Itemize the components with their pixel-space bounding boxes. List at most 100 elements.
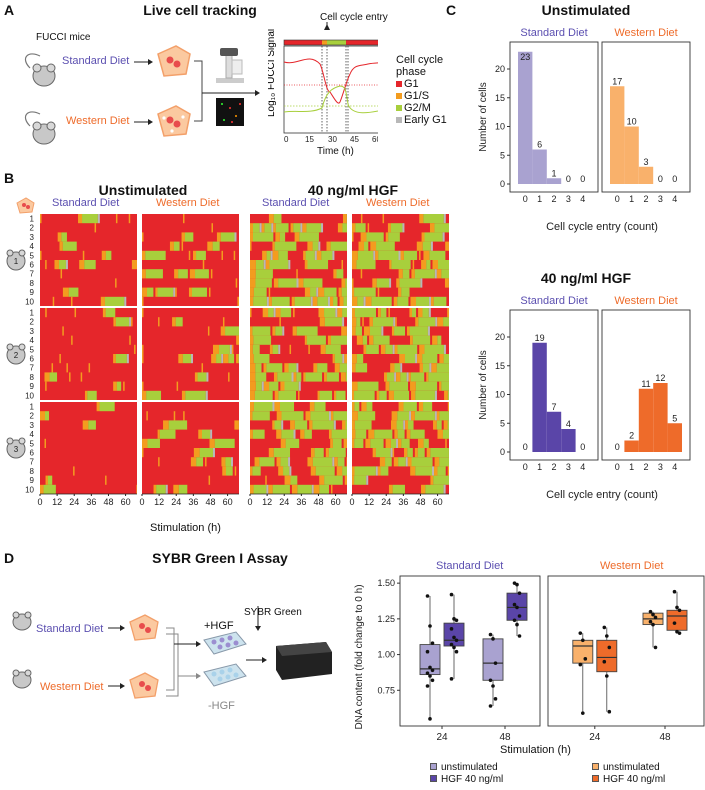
heatmap-segment-g2m <box>195 269 209 279</box>
heatmap-segment-g2m <box>324 287 337 297</box>
heatmap-segment-g2m <box>283 466 290 476</box>
heatmap-segment-g2m <box>354 475 367 485</box>
heatmap-segment-g1s <box>66 363 68 373</box>
heatmap-segment-g1s <box>131 317 133 327</box>
heatmap-segment-g1s <box>236 335 239 345</box>
heatmap-segment-early-g1 <box>288 260 291 270</box>
heatmap-xtick-label: 24 <box>69 497 79 507</box>
heatmap-segment-g2m <box>259 457 275 467</box>
heatmap-segment-early-g1 <box>434 269 437 279</box>
panel-c-letter: C <box>446 2 457 18</box>
heatmap-segment-g1s <box>223 354 229 364</box>
heatmap-segment-g1s <box>358 241 364 251</box>
heatmap-segment-g1s <box>352 438 355 448</box>
heatmap-segment-early-g1 <box>273 308 276 318</box>
heatmap-segment-g2m <box>436 363 449 373</box>
heatmap-segment-g1s <box>394 429 398 439</box>
heatmap-segment-g1s <box>235 278 238 288</box>
heatmap-segment-g2m <box>279 232 286 242</box>
heatmap-segment-g1s <box>439 354 444 364</box>
heatmap-segment-g2m <box>385 344 393 354</box>
heatmap-segment-g1s <box>310 466 316 476</box>
box-legend-wst: unstimulated HGF 40 ng/ml <box>592 762 665 786</box>
heatmap-segment-g2m <box>424 344 444 354</box>
heatmap-segment-g1s <box>142 354 144 364</box>
heatmap-xtick-label: 60 <box>223 497 233 507</box>
heatmap-segment-early-g1 <box>342 354 345 364</box>
boxplot-point <box>449 642 454 647</box>
heatmap-segment-g1s <box>334 390 337 400</box>
heatmap-segment-g1s <box>338 287 342 297</box>
heatmap-segment-g1s <box>360 214 363 224</box>
heatmap-segment-g1s <box>291 484 298 494</box>
heatmap-segment-g2m <box>184 232 194 242</box>
heatmap-segment-g1s <box>333 269 337 279</box>
heatmap-segment-g2m <box>354 402 360 412</box>
hist-bar-label: 0 <box>615 442 620 452</box>
heatmap-segment-g1s <box>268 214 274 224</box>
heatmap-segment-g1s <box>136 484 137 494</box>
heatmap-segment-g2m <box>371 296 392 306</box>
panel-d-standard-label: Standard Diet <box>36 623 104 635</box>
heatmap-segment-g1s <box>202 260 205 270</box>
heatmap-segment-g1s <box>231 344 234 354</box>
heatmap-segment-g1s <box>142 308 144 318</box>
heatmap-segment-g1s <box>313 484 320 494</box>
heatmap-segment-g2m <box>284 381 299 391</box>
heatmap-segment-g2m <box>334 354 343 364</box>
hist-xtick-label: 3 <box>566 194 571 204</box>
heatmap-segment-g1s <box>115 278 117 288</box>
heatmap-segment-early-g1 <box>429 363 432 373</box>
hepatocyte-icon <box>16 197 35 214</box>
heatmap-segment-g2m <box>394 363 401 373</box>
mouse-number-label: 1 <box>14 257 19 266</box>
hist-bar-label: 4 <box>566 419 571 429</box>
hist-frame <box>601 41 691 193</box>
heatmap-segment-g2m <box>253 484 267 494</box>
heatmap-segment-g1s <box>284 475 291 485</box>
heatmap-segment-early-g1 <box>409 411 412 421</box>
hist-xtick-label: 0 <box>523 462 528 472</box>
heatmap-xtick-label: 0 <box>139 497 144 507</box>
heatmap-segment-g1s <box>250 326 253 336</box>
well-plate-no-hgf <box>203 663 247 687</box>
heatmap-segment-g1s <box>352 308 355 318</box>
heatmap-segment-g1s <box>303 372 306 382</box>
heatmap-row-label: 10 <box>25 485 34 494</box>
heatmap-segment-g1s <box>79 260 85 270</box>
heatmap-segment-g2m <box>437 466 446 476</box>
heatmap-segment-g1s <box>101 250 106 260</box>
heatmap-segment-g2m <box>342 308 347 318</box>
heatmap-row-label: 6 <box>30 449 35 458</box>
heatmap-segment-g1s <box>280 381 285 391</box>
heatmap-segment-g2m <box>447 420 449 430</box>
heatmap-segment-g1s <box>385 438 391 448</box>
hist-xtick-label: 1 <box>629 194 634 204</box>
heatmap-segment-early-g1 <box>270 250 273 260</box>
boxplot-box <box>419 644 441 676</box>
heatmap-segment-g1s <box>216 232 221 242</box>
heatmap-segment-g2m <box>275 223 289 233</box>
heatmap-xtick-label: 36 <box>188 497 198 507</box>
cell-cycle-entry-label: Cell cycle entry <box>320 12 388 23</box>
heatmap-segment-early-g1 <box>390 448 393 458</box>
heatmap-segment-g1s <box>337 308 343 318</box>
heatmap-segment-g1s <box>250 223 254 233</box>
heatmap-segment-g2m <box>415 390 435 400</box>
heatmap-segment-g2m <box>61 232 67 242</box>
heatmap-row-label: 2 <box>30 224 35 233</box>
heatmap-segment-g1s <box>409 308 413 318</box>
heatmap-segment-g1s <box>274 390 279 400</box>
heatmap-segment-g1s <box>113 354 116 364</box>
heatmap-segment-g1s <box>419 250 421 260</box>
heatmap-segment-g2m <box>376 278 390 288</box>
heatmap-segment-early-g1 <box>210 429 213 439</box>
heatmap-segment-g2m <box>281 411 304 421</box>
heatmap-segment-g1s <box>172 317 176 327</box>
heatmap-segment-g1s <box>250 269 256 279</box>
heatmap-segment-g1s <box>391 326 395 336</box>
hist-bar-label: 0 <box>672 174 677 184</box>
heatmap-segment-g2m <box>428 372 449 382</box>
heatmap-segment-g1s <box>434 466 438 476</box>
